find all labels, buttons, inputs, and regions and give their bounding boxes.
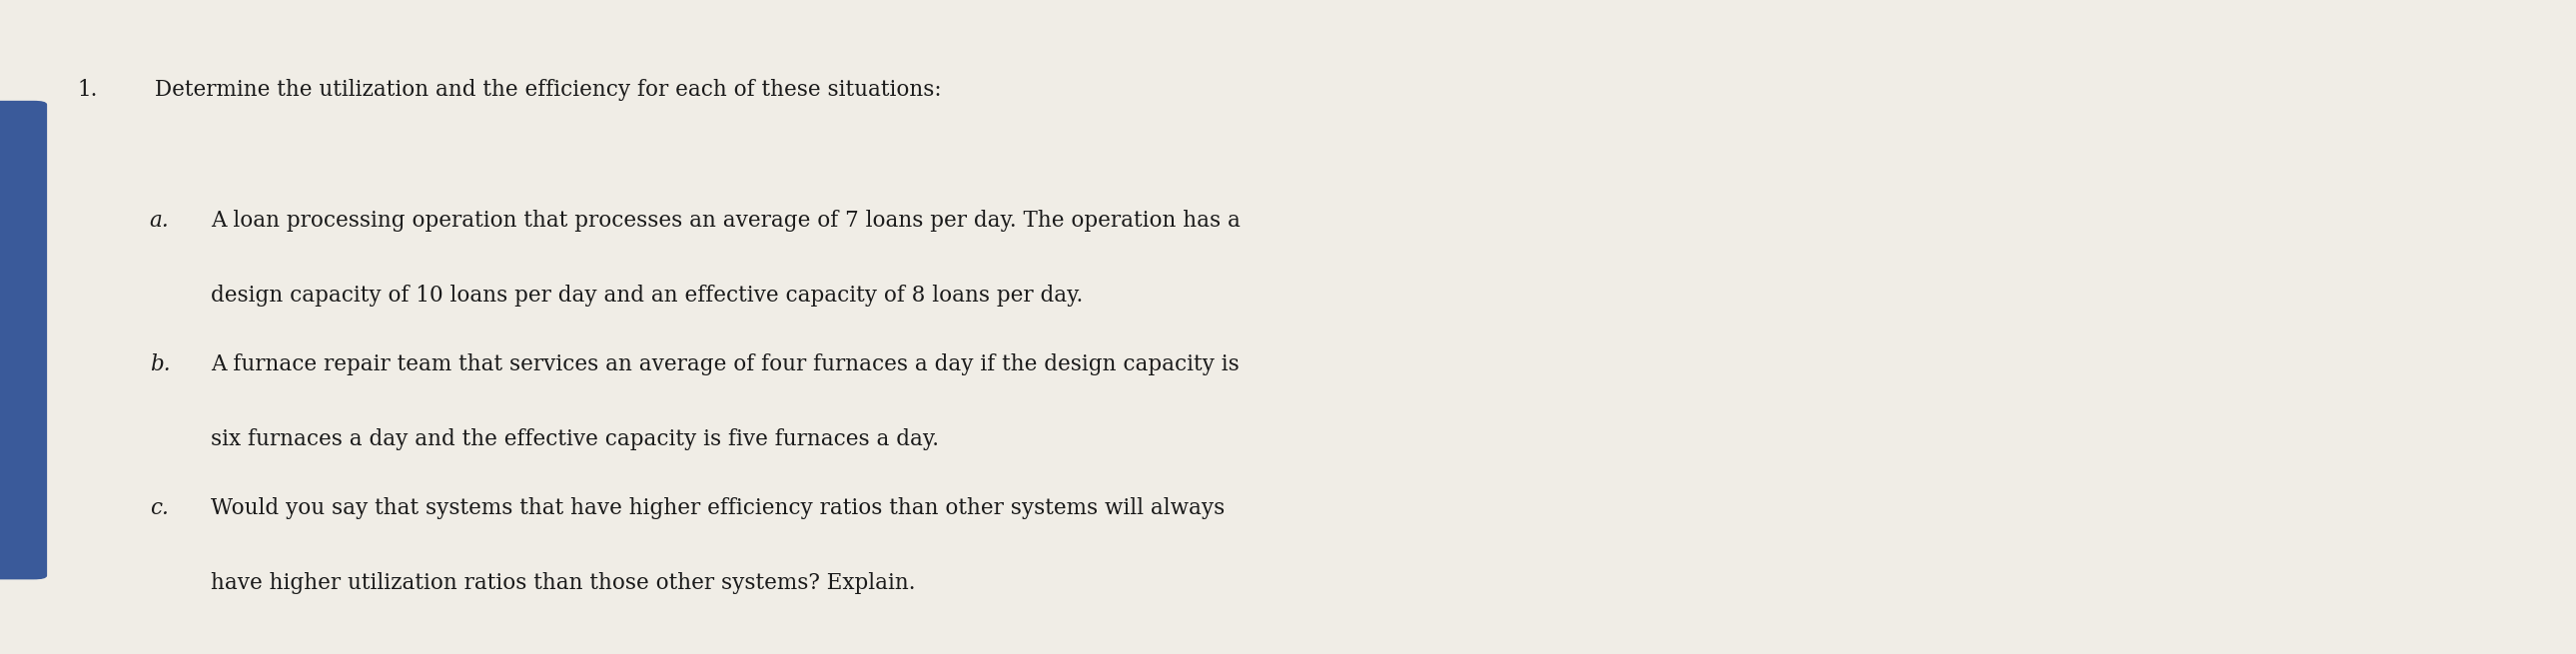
Text: Would you say that systems that have higher efficiency ratios than other systems: Would you say that systems that have hig… (211, 497, 1226, 519)
Text: b.: b. (149, 353, 170, 375)
Text: A loan processing operation that processes an average of 7 loans per day. The op: A loan processing operation that process… (211, 209, 1242, 232)
Text: Determine the utilization and the efficiency for each of these situations:: Determine the utilization and the effici… (155, 78, 940, 101)
Text: a.: a. (149, 209, 170, 232)
Text: c.: c. (149, 497, 167, 519)
Text: 1.: 1. (77, 78, 98, 101)
Text: six furnaces a day and the effective capacity is five furnaces a day.: six furnaces a day and the effective cap… (211, 428, 940, 451)
Text: design capacity of 10 loans per day and an effective capacity of 8 loans per day: design capacity of 10 loans per day and … (211, 284, 1084, 307)
Text: have higher utilization ratios than those other systems? Explain.: have higher utilization ratios than thos… (211, 572, 917, 594)
Text: A furnace repair team that services an average of four furnaces a day if the des: A furnace repair team that services an a… (211, 353, 1239, 375)
